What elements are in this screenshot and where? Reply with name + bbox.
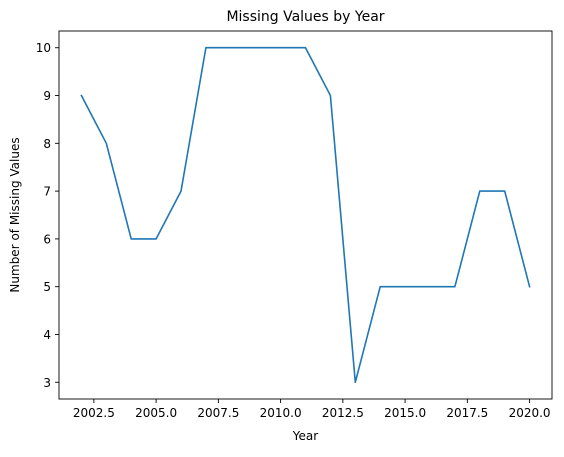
- axes-frame: [58, 30, 553, 400]
- x-tick-label: 2010.0: [260, 406, 302, 420]
- y-tick-label: 9: [43, 89, 51, 103]
- y-tick-label: 3: [43, 376, 51, 390]
- x-tick-label: 2017.5: [446, 406, 488, 420]
- x-tick-label: 2020.0: [509, 406, 551, 420]
- x-tick-label: 2005.0: [135, 406, 177, 420]
- x-tick-label: 2002.5: [73, 406, 115, 420]
- x-axis-ticks: 2002.5 2005.0 2007.5 2010.0 2012.5 2015.0 2017…: [73, 399, 551, 420]
- series-line-0: [80, 46, 531, 384]
- y-axis-label: Number of Missing Values: [8, 137, 22, 292]
- chart-title: Missing Values by Year: [226, 9, 384, 25]
- x-tick-label: 2015.0: [384, 406, 426, 420]
- x-axis-label: Year: [292, 429, 318, 443]
- x-tick-label: 2012.5: [322, 406, 364, 420]
- y-tick-label: 10: [36, 41, 51, 55]
- y-tick-label: 8: [43, 137, 51, 151]
- x-tick-label: 2007.5: [197, 406, 239, 420]
- y-tick-label: 7: [43, 185, 51, 199]
- y-axis-ticks: 3 4 5 6 7 8 9 10: [36, 41, 59, 390]
- y-tick-label: 4: [43, 328, 51, 342]
- y-tick-label: 5: [43, 280, 51, 294]
- y-tick-label: 6: [43, 232, 51, 246]
- plot-area: [58, 30, 553, 400]
